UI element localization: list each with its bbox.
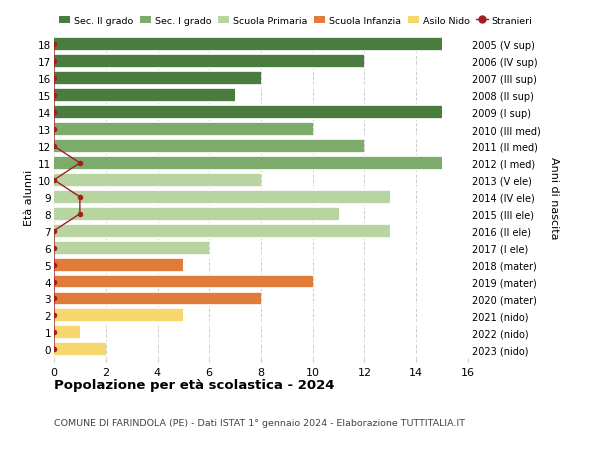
- Bar: [54, 292, 261, 306]
- Point: [75, 211, 85, 218]
- Point: [49, 261, 59, 269]
- Point: [49, 278, 59, 285]
- Point: [49, 177, 59, 184]
- Point: [75, 194, 85, 201]
- Bar: [54, 224, 391, 238]
- Bar: [54, 174, 261, 187]
- Bar: [54, 106, 442, 120]
- Point: [49, 75, 59, 83]
- Bar: [54, 55, 364, 69]
- Bar: [54, 190, 391, 204]
- Point: [49, 295, 59, 302]
- Bar: [54, 207, 338, 221]
- Point: [49, 41, 59, 49]
- Text: COMUNE DI FARINDOLA (PE) - Dati ISTAT 1° gennaio 2024 - Elaborazione TUTTITALIA.: COMUNE DI FARINDOLA (PE) - Dati ISTAT 1°…: [54, 418, 465, 427]
- Bar: [54, 140, 364, 154]
- Y-axis label: Età alunni: Età alunni: [24, 169, 34, 225]
- Bar: [54, 342, 106, 357]
- Point: [49, 346, 59, 353]
- Bar: [54, 258, 184, 272]
- Bar: [54, 309, 184, 323]
- Text: Popolazione per età scolastica - 2024: Popolazione per età scolastica - 2024: [54, 379, 335, 392]
- Point: [75, 160, 85, 167]
- Bar: [54, 241, 209, 255]
- Point: [49, 312, 59, 319]
- Bar: [54, 157, 442, 170]
- Point: [49, 92, 59, 100]
- Legend: Sec. II grado, Sec. I grado, Scuola Primaria, Scuola Infanzia, Asilo Nido, Stran: Sec. II grado, Sec. I grado, Scuola Prim…: [59, 17, 532, 26]
- Point: [49, 126, 59, 134]
- Bar: [54, 326, 80, 340]
- Point: [49, 329, 59, 336]
- Point: [49, 58, 59, 66]
- Point: [49, 228, 59, 235]
- Bar: [54, 38, 442, 52]
- Point: [49, 245, 59, 252]
- Y-axis label: Anni di nascita: Anni di nascita: [549, 156, 559, 239]
- Bar: [54, 89, 235, 103]
- Bar: [54, 123, 313, 137]
- Point: [49, 109, 59, 117]
- Point: [49, 143, 59, 150]
- Bar: [54, 275, 313, 289]
- Bar: [54, 72, 261, 86]
